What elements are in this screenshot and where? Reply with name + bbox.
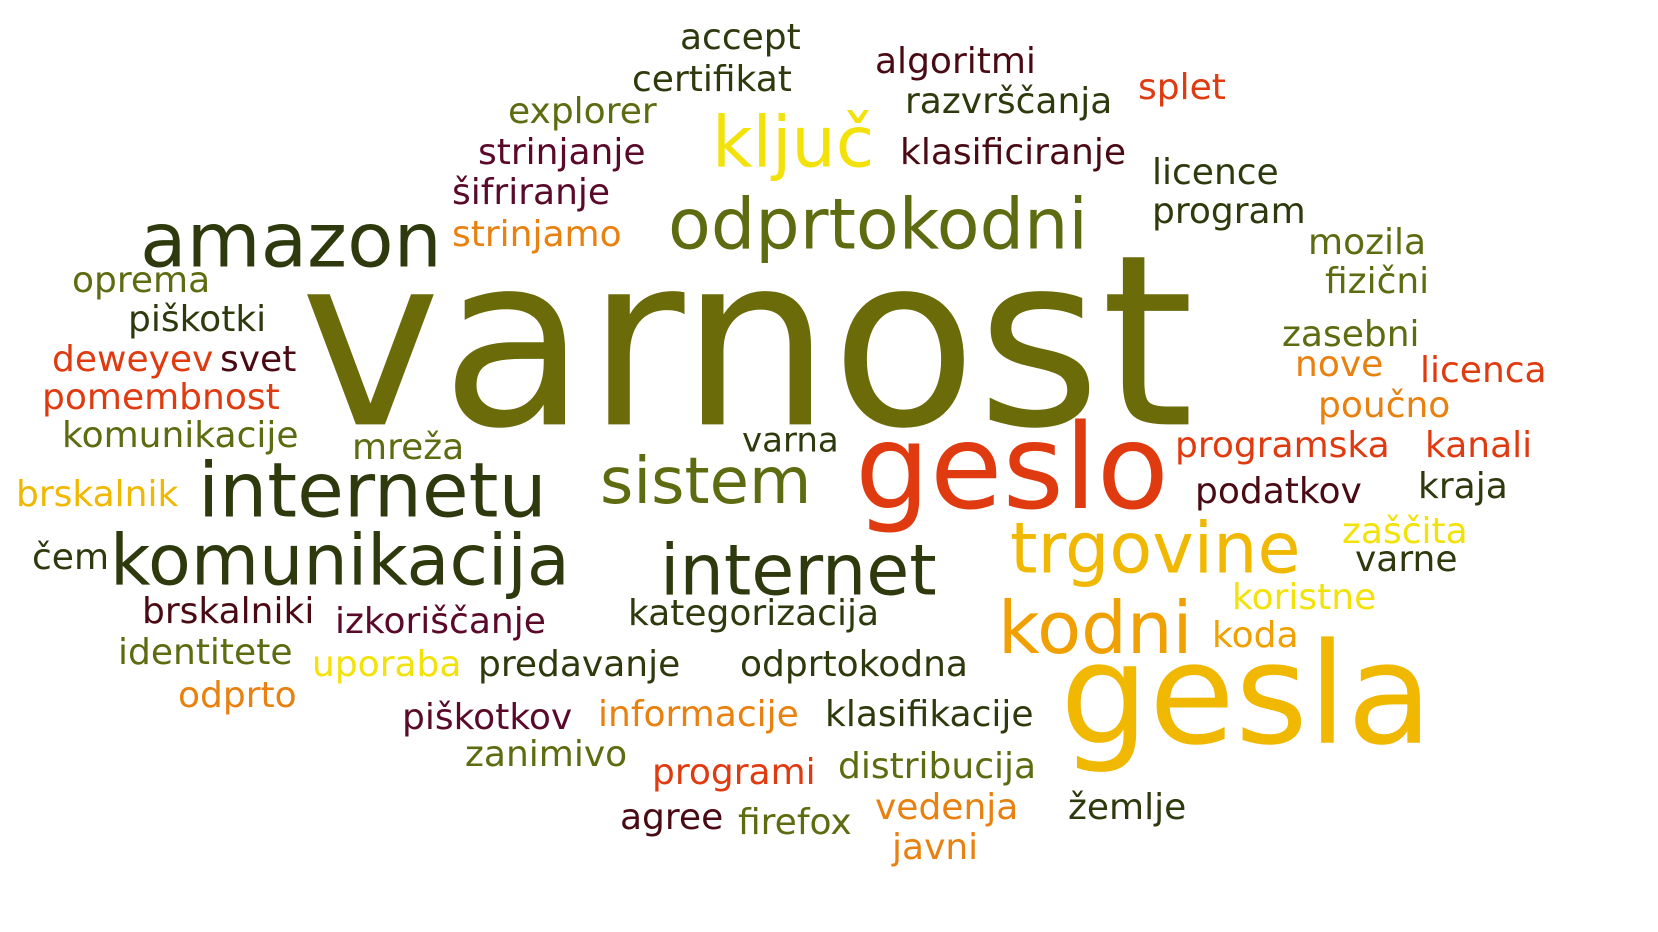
word-kljuc: ključ xyxy=(712,101,875,184)
word-sistem: sistem xyxy=(600,445,812,520)
word-oprema: oprema xyxy=(72,259,211,301)
word-certifikat: certifikat xyxy=(632,58,792,100)
word-varnost: varnost xyxy=(300,204,1195,482)
word-komunikacije: komunikacije xyxy=(62,414,299,456)
word-programi: programi xyxy=(652,751,816,793)
word-javni: javni xyxy=(892,826,979,868)
word-splet: splet xyxy=(1138,66,1226,108)
word-klasifikacije: klasifikacije xyxy=(825,693,1034,735)
word-firefox: firefox xyxy=(738,801,852,843)
word-nove: nove xyxy=(1295,343,1384,385)
word-piskotki: piškotki xyxy=(128,298,267,340)
word-predavanje: predavanje xyxy=(478,643,681,685)
word-kraja: kraja xyxy=(1418,465,1508,507)
word-sifriranje: šifriranje xyxy=(452,171,611,213)
word-internet: internet xyxy=(660,529,937,612)
word-kategorizacija: kategorizacija xyxy=(628,592,880,634)
word-komunikacija: komunikacija xyxy=(110,519,570,602)
word-kanali: kanali xyxy=(1425,424,1533,466)
word-zemlje: žemlje xyxy=(1068,786,1187,828)
word-licenca: licenca xyxy=(1420,349,1547,391)
word-koda: koda xyxy=(1212,614,1299,656)
word-programska: programska xyxy=(1175,424,1390,466)
word-podatkov: podatkov xyxy=(1195,470,1362,512)
word-koristne: koristne xyxy=(1232,576,1377,618)
word-odprtokodna: odprtokodna xyxy=(740,643,968,685)
word-agree: agree xyxy=(620,796,724,838)
word-mreza: mreža xyxy=(352,426,465,468)
word-trgovine: trgovine xyxy=(1010,507,1301,590)
word-licence: licence xyxy=(1152,151,1279,193)
word-deweyev: deweyev xyxy=(52,338,214,380)
word-zanimivo: zanimivo xyxy=(465,733,628,775)
word-explorer: explorer xyxy=(508,90,657,132)
word-identitete: identitete xyxy=(118,631,293,673)
word-vedenja: vedenja xyxy=(875,786,1019,828)
word-brskalniki: brskalniki xyxy=(142,590,315,632)
word-informacije: informacije xyxy=(598,693,799,735)
word-distribucija: distribucija xyxy=(838,745,1037,787)
word-internetu: internetu xyxy=(198,445,547,535)
word-uporaba: uporaba xyxy=(312,643,462,685)
word-amazon: amazon xyxy=(140,195,442,285)
word-accept: accept xyxy=(680,16,801,58)
word-pomembnost: pomembnost xyxy=(42,376,280,418)
word-geslo: geslo xyxy=(855,397,1169,536)
word-svet: svet xyxy=(220,338,297,380)
word-poucno: poučno xyxy=(1318,384,1451,426)
word-klasificiranje: klasificiranje xyxy=(900,131,1126,173)
word-algoritmi: algoritmi xyxy=(875,40,1036,82)
word-program: program xyxy=(1152,190,1306,232)
word-izkoriscanje: izkoriščanje xyxy=(335,600,546,642)
word-piskotkov: piškotkov xyxy=(402,696,573,738)
word-strinjanje: strinjanje xyxy=(478,131,646,173)
word-fizicni: fizični xyxy=(1325,260,1430,302)
word-odprto: odprto xyxy=(178,674,297,716)
word-brskalnik: brskalnik xyxy=(16,473,179,515)
word-kodni: kodni xyxy=(998,585,1193,670)
word-odprtokodni: odprtokodni xyxy=(668,183,1088,266)
word-varne: varne xyxy=(1355,538,1458,580)
word-razvrscanja: razvrščanja xyxy=(905,80,1113,122)
word-zasebni: zasebni xyxy=(1282,313,1420,355)
word-varna: varna xyxy=(742,420,839,461)
word-mozila: mozila xyxy=(1308,221,1427,263)
word-cem: čem xyxy=(32,536,110,578)
word-strinjamo: strinjamo xyxy=(452,213,622,255)
word-zascita: zaščita xyxy=(1342,510,1468,552)
word-gesla: gesla xyxy=(1060,613,1433,777)
